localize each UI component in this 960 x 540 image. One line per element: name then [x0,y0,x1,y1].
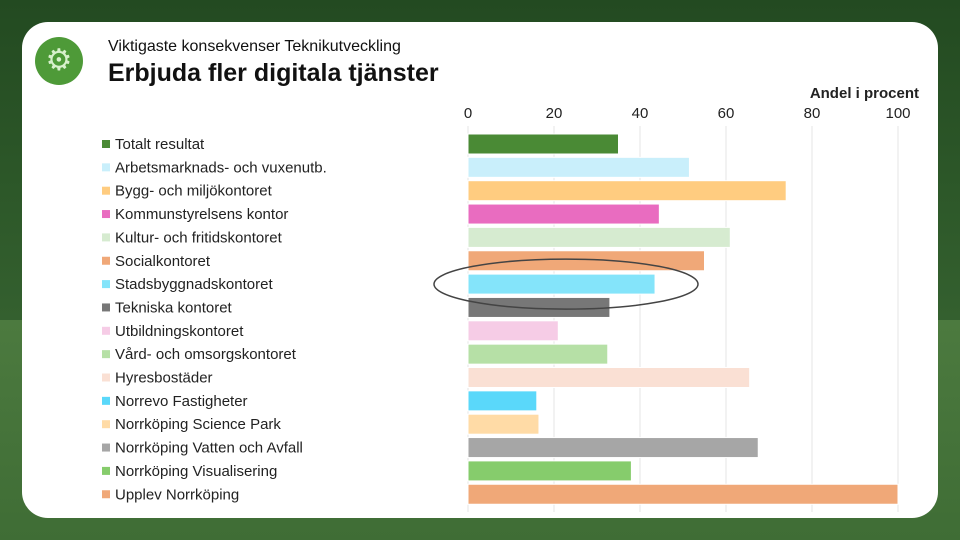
legend-label: Norrköping Science Park [115,416,281,433]
legend-label: Kommunstyrelsens kontor [115,206,288,223]
bar [467,390,538,412]
legend-swatch [102,233,110,242]
legend-label: Stadsbyggnadskontoret [115,276,273,293]
legend-swatch [102,140,110,148]
legend-label: Socialkontoret [115,253,211,270]
bar [467,226,731,248]
legend-swatch [102,256,110,265]
x-axis-title: Andel i procent [810,85,919,102]
legend-swatch [102,490,110,499]
bar [467,273,656,295]
x-tick-label: 100 [885,105,910,122]
bar [467,437,759,459]
legend-swatch [102,466,110,475]
x-tick-label: 20 [546,105,563,122]
bar [467,133,619,155]
logo-badge: ⚙ [35,37,83,85]
legend-label: Upplev Norrköping [115,486,239,503]
legend-swatch [102,350,110,359]
legend-swatch [102,373,110,382]
legend-label: Bygg- och miljökontoret [115,183,273,200]
bar [467,460,632,482]
legend-label: Utbildningskontoret [115,323,244,340]
highlight-ellipse [433,258,699,310]
legend-swatch [102,210,110,219]
legend-label: Vård- och omsorgskontoret [115,346,297,363]
slide-card: ⚙ Viktigaste konsekvenser Teknikutveckli… [22,22,938,518]
legend-swatch [102,396,110,405]
legend-swatch [102,420,110,429]
gear-icon: ⚙ [45,43,73,78]
legend-label: Totalt resultat [115,136,205,153]
bar [467,250,705,272]
legend-swatch [102,326,110,335]
legend-label: Norrköping Visualisering [115,463,277,480]
legend-swatch [102,303,110,312]
bar [467,343,609,365]
bar [467,296,611,318]
bar [467,367,751,388]
bar [467,483,899,505]
bar [467,320,559,342]
slide-subtitle: Viktigaste konsekvenser Teknikutveckling [108,38,401,55]
legend-swatch [102,280,110,289]
bar [467,413,540,435]
slide-title: Erbjuda fler digitala tjänster [108,59,439,87]
legend-label: Norrevo Fastigheter [115,393,248,410]
x-tick-label: 40 [632,105,649,122]
x-tick-label: 80 [804,105,821,122]
legend-label: Arbetsmarknads- och vuxenutb. [115,159,327,176]
legend-label: Kultur- och fritidskontoret [115,229,283,246]
legend-label: Hyresbostäder [115,370,213,387]
x-tick-label: 60 [718,105,735,122]
legend-label: Tekniska kontoret [115,299,233,316]
legend-swatch [102,163,110,172]
legend-label: Norrköping Vatten och Avfall [115,440,303,457]
legend-swatch [102,443,110,452]
x-tick-label: 0 [464,105,472,122]
bar [467,180,787,202]
bar-chart: 0 20 40 60 80 100 Andel i procent Totalt result… [102,85,919,512]
legend-swatch [102,186,110,195]
bar [467,156,690,178]
bar [467,203,660,225]
